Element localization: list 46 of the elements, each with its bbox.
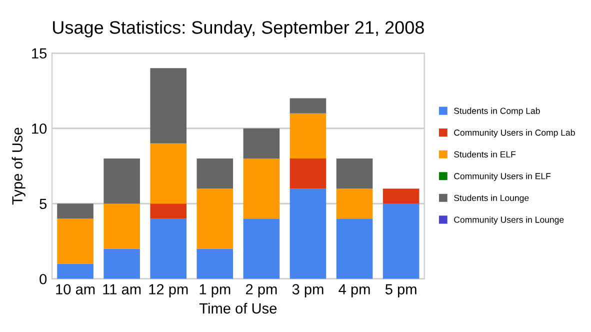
- bar: [290, 98, 326, 114]
- x-tick-label: 2 pm: [246, 284, 277, 298]
- bar: [196, 248, 234, 279]
- chart-title: Usage Statistics: Sunday, September 21, 2008: [53, 20, 424, 38]
- x-tick-label: 3 pm: [292, 284, 324, 298]
- bar: [57, 218, 94, 264]
- y-tick-label: 5: [40, 198, 47, 210]
- bar: [104, 248, 140, 279]
- x-axis-title: Time of Use: [199, 302, 277, 314]
- bar: [196, 188, 234, 249]
- bar: [336, 158, 373, 189]
- bar: [290, 158, 326, 189]
- x-tick-label: 12 pm: [149, 284, 188, 298]
- bar: [336, 188, 373, 219]
- bar: [196, 158, 234, 189]
- bar: [57, 204, 94, 219]
- bar: [104, 204, 140, 249]
- x-tick-label: 10 am: [56, 284, 95, 294]
- y-axis-title: Type of Use: [12, 128, 26, 205]
- bar: [57, 264, 94, 279]
- x-tick-label: 4 pm: [338, 284, 370, 298]
- bar: [243, 158, 280, 219]
- legend-label: Community Users in ELF: [454, 172, 551, 181]
- x-tick-label: 1 pm: [200, 284, 230, 298]
- y-tick-label: 10: [32, 123, 47, 134]
- bar: [150, 218, 187, 279]
- bar: [382, 204, 420, 279]
- x-tick-label: 11 am: [103, 284, 141, 294]
- legend-label: Students in Comp Lab: [454, 108, 540, 116]
- y-tick-label: 15: [32, 48, 47, 59]
- legend-label: Students in Lounge: [454, 194, 529, 203]
- bar: [104, 158, 140, 204]
- x-tick-label: 5 pm: [385, 284, 416, 298]
- bar: [150, 143, 187, 204]
- bar: [336, 218, 373, 279]
- legend-label: Community Users in Comp Lab: [454, 129, 575, 138]
- bar: [150, 204, 187, 219]
- bar: [382, 188, 420, 204]
- bar: [290, 188, 326, 279]
- legend-label: Students in ELF: [454, 151, 516, 158]
- bar: [243, 218, 280, 279]
- y-tick-label: 0: [40, 274, 47, 284]
- bar: [243, 128, 280, 158]
- legend-label: Community Users in Lounge: [454, 216, 564, 225]
- bar: [290, 113, 326, 158]
- bar: [150, 68, 187, 144]
